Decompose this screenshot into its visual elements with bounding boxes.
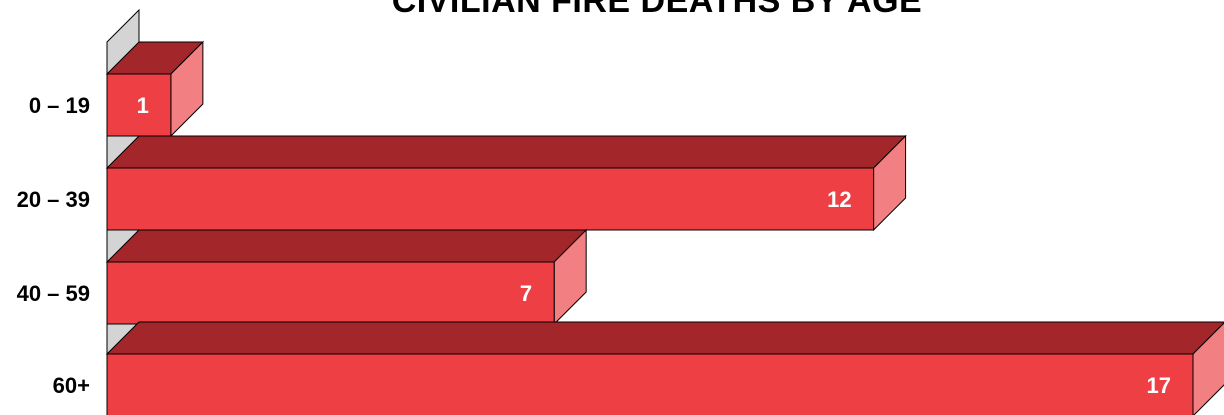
bar	[106, 261, 555, 325]
bar-value-label: 1	[137, 93, 149, 118]
category-label: 60+	[53, 373, 90, 398]
category-label: 0 – 19	[29, 93, 90, 118]
bar-top-face	[105, 135, 907, 169]
category-label: 40 – 59	[17, 281, 90, 306]
bar	[106, 73, 172, 137]
bar-top-face	[105, 321, 1224, 355]
chart-bars: 1 0 – 19 12 20 – 39 7 40 – 59 17 60+	[17, 40, 1224, 415]
bar	[106, 353, 1194, 415]
bar-value-label: 12	[827, 187, 851, 212]
bar-group: 7 40 – 59	[17, 228, 588, 326]
bar-top-face	[105, 229, 588, 263]
bar-group: 17 60+	[53, 321, 1224, 415]
bar-group: 1 0 – 19	[29, 40, 205, 138]
chart-title: CIVILIAN FIRE DEATHS BY AGE	[392, 0, 922, 20]
bar-value-label: 7	[520, 281, 532, 306]
category-label: 20 – 39	[17, 187, 90, 212]
bar-value-label: 17	[1147, 373, 1171, 398]
bar	[106, 167, 875, 231]
bar-group: 12 20 – 39	[17, 134, 907, 232]
